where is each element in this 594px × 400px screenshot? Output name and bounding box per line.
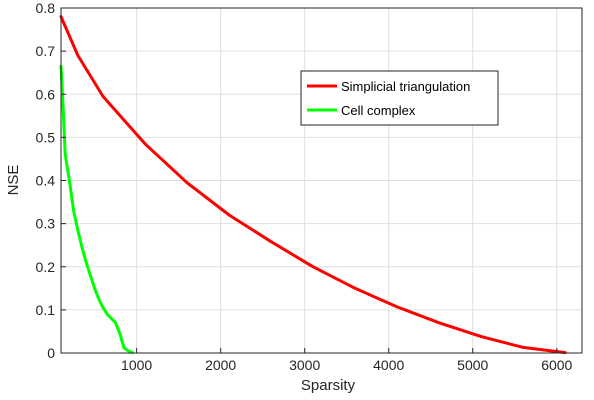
series-line-1	[59, 15, 567, 355]
x-tick-label: 1000	[121, 357, 152, 373]
x-axis-title: Sparsity	[301, 377, 356, 394]
x-tick-label: 3000	[289, 357, 320, 373]
y-tick-label: 0.1	[36, 302, 56, 318]
legend-box	[300, 70, 499, 126]
series-layer	[59, 15, 567, 355]
x-tick-label: 6000	[541, 357, 572, 373]
y-tick-label: 0.7	[36, 43, 56, 59]
legend-label: Cell complex	[341, 103, 416, 118]
x-tick-label: 4000	[373, 357, 404, 373]
legend-label: Simplicial triangulation	[341, 79, 470, 94]
y-tick-label: 0.5	[36, 129, 56, 145]
series-line-2	[59, 64, 134, 355]
x-tick-label: 2000	[205, 357, 236, 373]
y-tick-label: 0.3	[36, 216, 56, 232]
x-tick-label: 5000	[457, 357, 488, 373]
y-axis-title: NSE	[5, 165, 22, 196]
y-tick-label: 0.4	[36, 173, 56, 189]
y-tick-label: 0.6	[36, 86, 56, 102]
y-tick-label: 0.2	[36, 259, 56, 275]
x-ticks: 1000 2000 3000 4000 5000 6000	[121, 348, 573, 373]
y-tick-label: 0	[47, 345, 55, 361]
legend: Simplicial triangulation Cell complex	[300, 70, 499, 126]
y-ticks: 0 0.1 0.2 0.3 0.4 0.5 0.6 0.7 0.8	[36, 0, 66, 361]
y-tick-label: 0.8	[36, 0, 56, 16]
